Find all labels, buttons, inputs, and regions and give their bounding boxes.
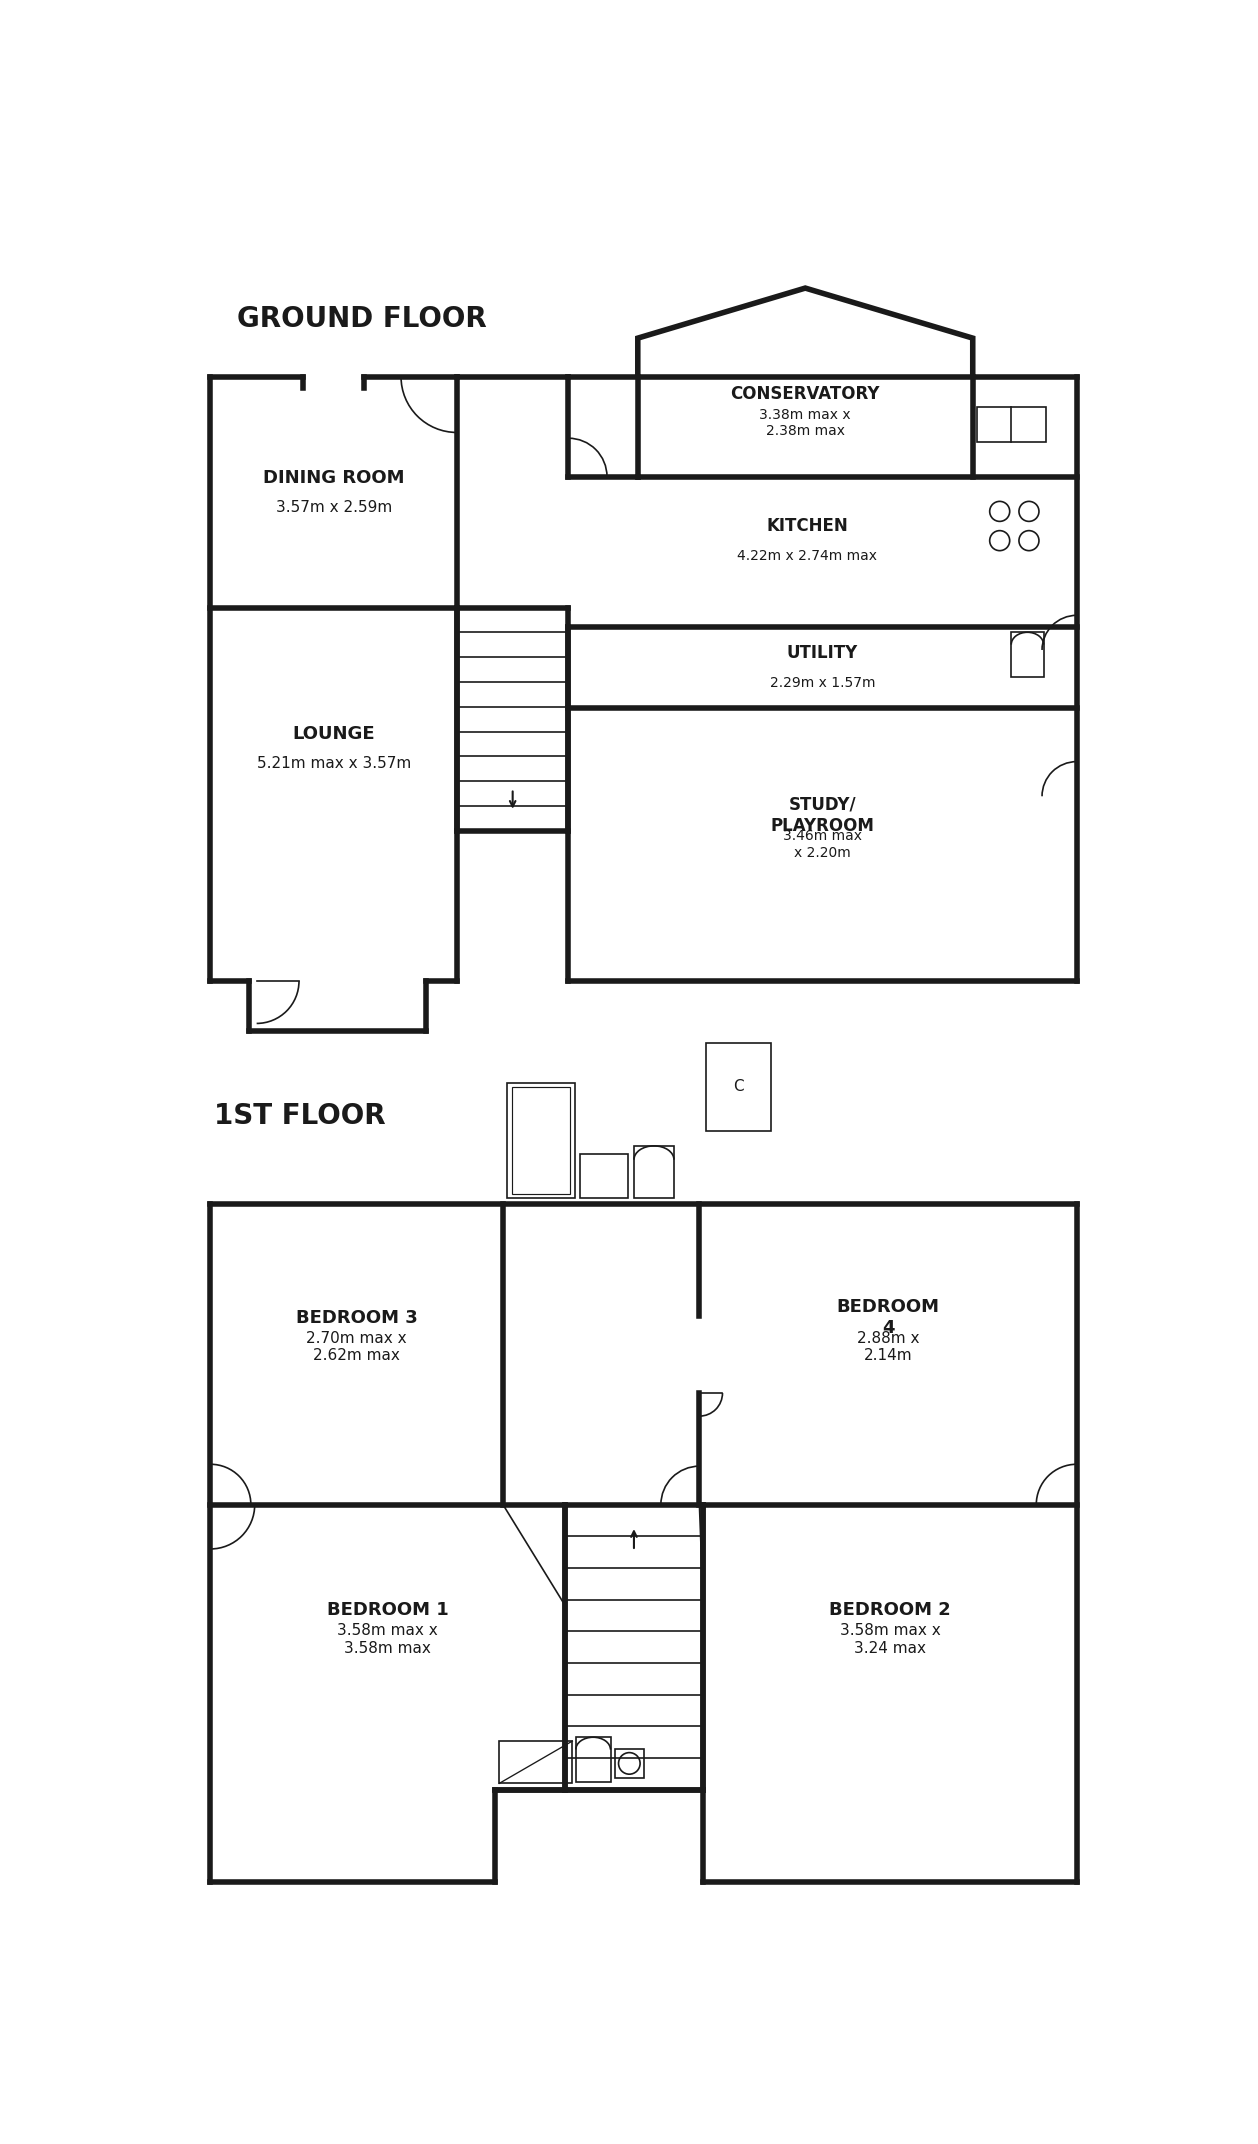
Bar xyxy=(634,1145,674,1198)
Bar xyxy=(576,1737,611,1782)
Text: 3.46m max
x 2.20m: 3.46m max x 2.20m xyxy=(782,830,862,860)
Bar xyxy=(512,1087,570,1194)
Text: DINING ROOM: DINING ROOM xyxy=(263,470,404,487)
Text: 2.29m x 1.57m: 2.29m x 1.57m xyxy=(770,675,876,690)
Text: 1ST FLOOR: 1ST FLOOR xyxy=(214,1102,386,1130)
Bar xyxy=(580,1153,628,1198)
Text: 3.57m x 2.59m: 3.57m x 2.59m xyxy=(276,500,391,515)
Bar xyxy=(615,1750,644,1777)
Text: BEDROOM
4: BEDROOM 4 xyxy=(837,1297,940,1338)
Text: KITCHEN: KITCHEN xyxy=(766,517,848,536)
Bar xyxy=(499,1741,572,1784)
Text: 2.88m x
2.14m: 2.88m x 2.14m xyxy=(857,1331,920,1364)
Text: C: C xyxy=(733,1078,743,1093)
Text: UTILITY: UTILITY xyxy=(788,645,858,662)
Text: LOUNGE: LOUNGE xyxy=(292,725,375,744)
Text: 3.58m max x
3.24 max: 3.58m max x 3.24 max xyxy=(839,1623,940,1655)
Bar xyxy=(976,407,1045,442)
Bar xyxy=(507,1083,575,1198)
Text: 3.38m max x
2.38m max: 3.38m max x 2.38m max xyxy=(760,407,852,437)
Text: 2.70m max x
2.62m max: 2.70m max x 2.62m max xyxy=(307,1331,408,1364)
Bar xyxy=(1011,632,1044,678)
Text: 3.58m max x
3.58m max: 3.58m max x 3.58m max xyxy=(337,1623,438,1655)
Text: GROUND FLOOR: GROUND FLOOR xyxy=(238,304,487,332)
Text: BEDROOM 3: BEDROOM 3 xyxy=(296,1308,418,1327)
Text: 5.21m max x 3.57m: 5.21m max x 3.57m xyxy=(257,757,411,772)
Text: CONSERVATORY: CONSERVATORY xyxy=(731,384,881,403)
Text: BEDROOM 2: BEDROOM 2 xyxy=(829,1602,951,1619)
Text: 4.22m x 2.74m max: 4.22m x 2.74m max xyxy=(737,549,877,562)
Text: BEDROOM 1: BEDROOM 1 xyxy=(327,1602,448,1619)
Text: STUDY/
PLAYROOM: STUDY/ PLAYROOM xyxy=(771,795,874,834)
Bar xyxy=(706,1042,771,1132)
